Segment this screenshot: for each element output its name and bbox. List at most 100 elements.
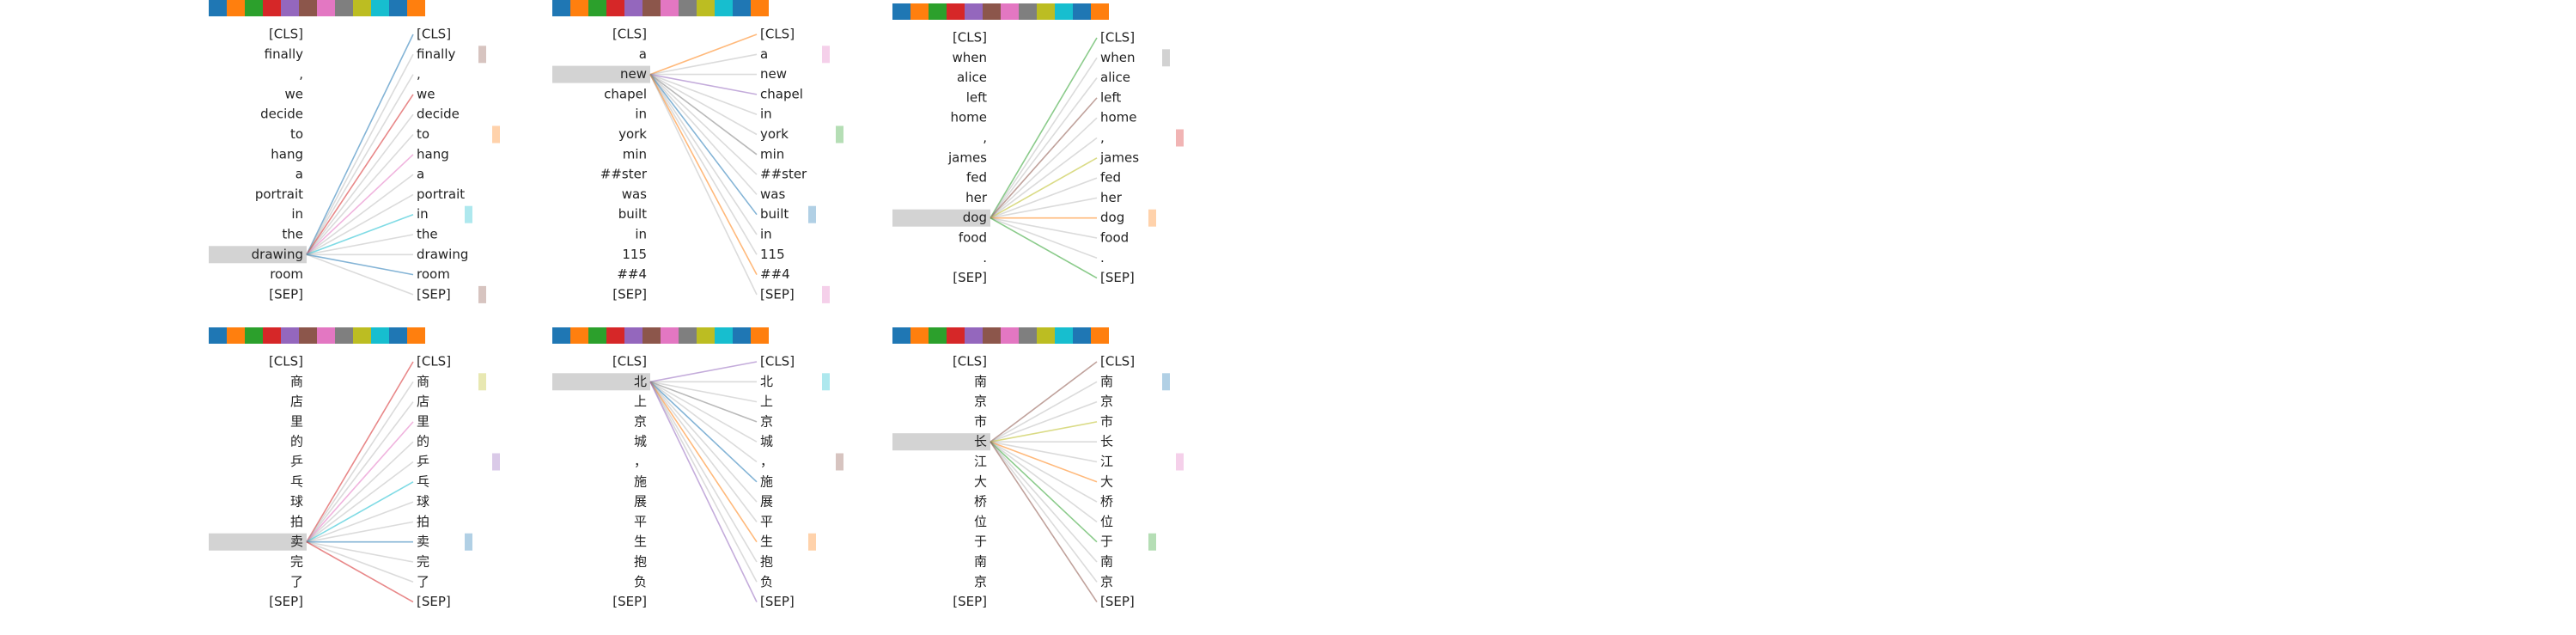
left-token[interactable]: 京 [974,574,987,589]
right-token[interactable]: 京 [1100,394,1113,409]
left-token[interactable]: , [983,130,987,145]
head-swatch[interactable] [299,327,317,344]
left-token[interactable]: 乓 [290,473,303,489]
left-token[interactable]: . [983,250,987,266]
right-token[interactable]: we [417,86,435,101]
left-token[interactable]: 城 [634,434,647,449]
head-swatch[interactable] [1055,327,1073,344]
head-swatch[interactable] [552,0,570,16]
left-token[interactable]: [CLS] [612,354,647,369]
right-token[interactable]: 115 [760,247,785,262]
left-token[interactable]: 展 [634,494,647,510]
right-token[interactable]: ， [760,454,773,469]
right-token[interactable]: hang [417,146,449,162]
left-token[interactable]: hang [271,146,303,162]
right-token[interactable]: 店 [417,394,429,409]
right-token[interactable]: a [417,167,424,182]
head-swatch[interactable] [552,327,570,344]
head-swatch[interactable] [929,3,947,20]
left-token[interactable]: built [618,206,647,222]
left-token[interactable]: drawing [252,247,303,262]
head-swatch[interactable] [1001,327,1019,344]
right-token[interactable]: 负 [760,574,773,589]
head-swatch[interactable] [389,327,407,344]
head-swatch[interactable] [947,3,965,20]
left-token[interactable]: home [950,110,987,125]
head-swatch[interactable] [1091,327,1109,344]
right-token[interactable]: drawing [417,247,468,262]
right-token[interactable]: min [760,146,784,162]
head-swatch[interactable] [733,0,751,16]
right-token[interactable]: her [1100,190,1123,205]
right-token[interactable]: new [760,66,787,82]
left-token[interactable]: 平 [634,514,647,529]
left-token[interactable]: [SEP] [953,594,987,609]
left-token[interactable]: finally [265,46,303,62]
right-token[interactable]: built [760,206,789,222]
left-token[interactable]: room [270,266,303,282]
right-token[interactable]: in [760,107,772,122]
right-token[interactable]: 球 [417,494,429,510]
right-token[interactable]: 乓 [417,473,429,489]
right-token[interactable]: 京 [760,413,773,429]
right-token[interactable]: 生 [760,534,773,549]
left-token[interactable]: 上 [634,394,647,409]
head-swatch[interactable] [570,0,588,16]
head-swatch[interactable] [570,327,588,344]
left-token[interactable]: left [966,89,987,105]
right-token[interactable]: in [760,227,772,242]
left-token[interactable]: in [635,107,647,122]
head-swatch[interactable] [1055,3,1073,20]
head-swatch[interactable] [1019,327,1037,344]
right-token[interactable]: home [1100,110,1137,125]
right-token[interactable]: 南 [1100,374,1113,389]
head-swatch[interactable] [697,0,715,16]
right-token[interactable]: [SEP] [1100,270,1135,285]
head-swatch[interactable] [317,0,335,16]
left-token[interactable]: 商 [290,374,303,389]
right-token[interactable]: 城 [760,434,773,449]
head-swatch[interactable] [263,327,281,344]
left-token[interactable]: we [285,86,304,101]
head-swatch[interactable] [335,327,353,344]
head-swatch[interactable] [715,327,733,344]
right-token[interactable]: , [417,66,421,82]
left-token[interactable]: new [620,66,647,82]
left-token[interactable]: 市 [974,413,987,429]
left-token[interactable]: 位 [974,514,987,529]
right-token[interactable]: 完 [417,554,429,570]
right-token[interactable]: [SEP] [760,286,795,302]
left-token[interactable]: a [295,167,303,182]
left-token[interactable]: 生 [634,534,647,549]
right-token[interactable]: room [417,266,450,282]
left-token[interactable]: [SEP] [612,594,647,609]
head-swatch[interactable] [624,0,642,16]
left-token[interactable]: ##ster [600,167,648,182]
left-token[interactable]: in [291,206,303,222]
head-swatch[interactable] [245,0,263,16]
right-token[interactable]: a [760,46,768,62]
head-swatch[interactable] [245,327,263,344]
right-token[interactable]: 长 [1100,434,1113,449]
left-token[interactable]: 南 [974,554,987,570]
head-swatch[interactable] [679,0,697,16]
head-swatch[interactable] [983,327,1001,344]
right-token[interactable]: to [417,126,429,142]
left-token[interactable]: 江 [974,454,987,469]
left-token[interactable]: [SEP] [612,286,647,302]
right-token[interactable]: 拍 [417,514,429,529]
left-token[interactable]: [CLS] [953,354,987,369]
left-token[interactable]: ##4 [617,266,647,282]
head-swatch[interactable] [947,327,965,344]
head-swatch[interactable] [715,0,733,16]
left-token[interactable]: [SEP] [953,270,987,285]
head-swatch[interactable] [281,327,299,344]
left-token[interactable]: 南 [974,374,987,389]
right-token[interactable]: 抱 [760,554,773,570]
right-token[interactable]: 桥 [1100,494,1113,510]
left-token[interactable]: 了 [290,574,303,589]
right-token[interactable]: 卖 [417,534,429,549]
right-token[interactable]: 于 [1100,534,1113,549]
right-token[interactable]: 北 [760,374,773,389]
left-token[interactable]: was [622,186,647,202]
